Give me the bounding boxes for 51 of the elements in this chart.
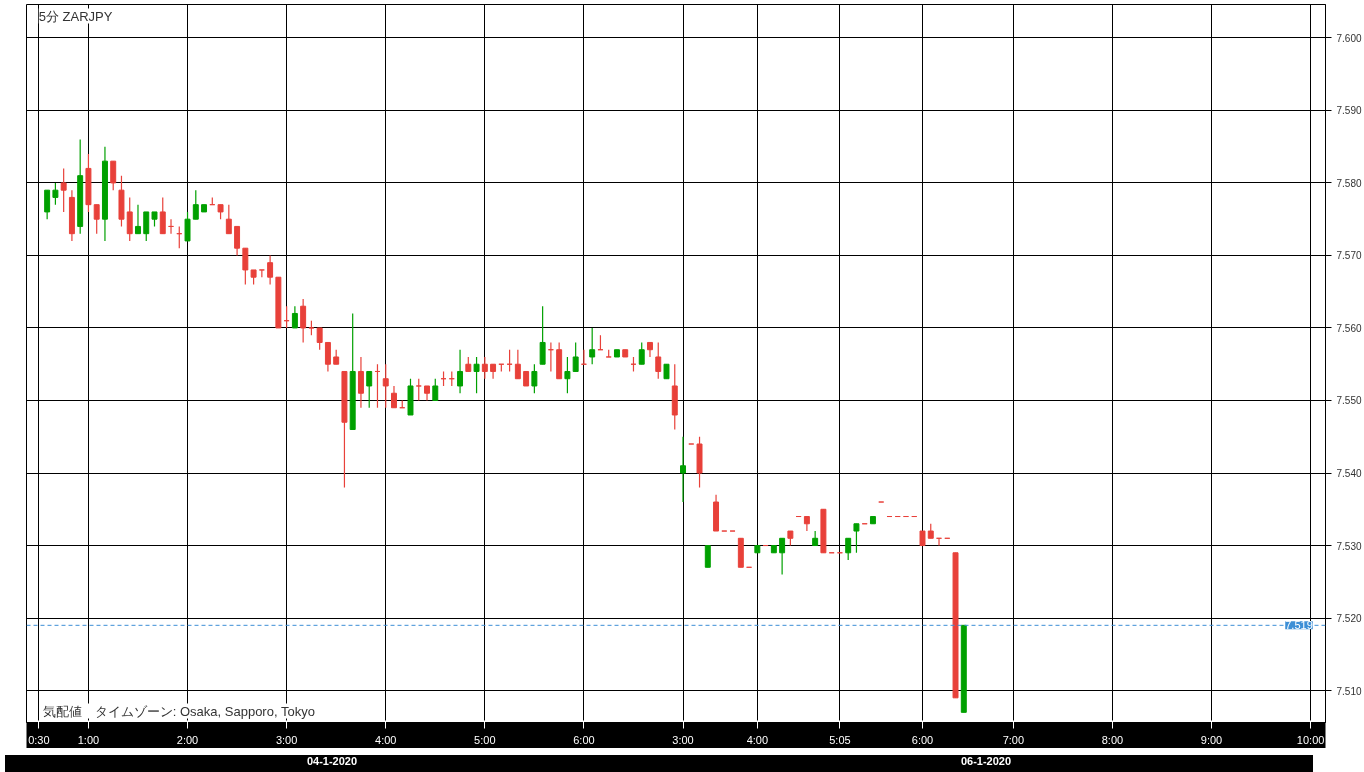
y-tick-label: 7.550 bbox=[1336, 395, 1362, 407]
candlestick bbox=[341, 370, 348, 489]
candlestick bbox=[820, 508, 827, 554]
y-tick-label: 7.600 bbox=[1336, 32, 1362, 44]
text: 06-1-2020 bbox=[959, 755, 1013, 769]
x-tick-label: 6:00 bbox=[911, 733, 934, 746]
x-tick-label: 4:00 bbox=[375, 733, 397, 746]
y-tick-label: 7.590 bbox=[1336, 105, 1362, 117]
x-tick-label: 9:00 bbox=[1200, 733, 1223, 746]
candlestick bbox=[531, 363, 538, 394]
x-tick-label: 5:05 bbox=[829, 733, 851, 746]
text: 04-1-2020 bbox=[305, 755, 359, 769]
x-tick-label: 6:00 bbox=[573, 733, 595, 746]
candlestick bbox=[564, 356, 571, 394]
y-tick-label: 7.560 bbox=[1336, 322, 1362, 334]
candlestick bbox=[60, 167, 67, 213]
x-tick-label: 0:30 bbox=[28, 733, 50, 746]
chart-title: 5分 ZARJPY bbox=[38, 8, 113, 24]
candlestick bbox=[473, 356, 480, 394]
candlestick bbox=[589, 327, 596, 365]
y-tick-label: 7.520 bbox=[1336, 613, 1362, 625]
candlestick bbox=[275, 276, 282, 329]
y-tick-label: 7.510 bbox=[1336, 685, 1362, 697]
x-tick-label: 2:00 bbox=[176, 733, 199, 746]
candlestick bbox=[118, 175, 125, 228]
y-tick-label: 7.570 bbox=[1336, 250, 1362, 262]
x-tick-label: 7:00 bbox=[1002, 733, 1025, 746]
candlestick bbox=[382, 363, 389, 409]
x-tick-label: 3:00 bbox=[672, 733, 694, 746]
y-tick-label: 7.530 bbox=[1336, 540, 1362, 552]
x-tick-label: 1:00 bbox=[77, 733, 100, 746]
x-tick-label: 5:00 bbox=[474, 733, 496, 746]
candlestick bbox=[853, 523, 860, 554]
candlestick bbox=[952, 552, 959, 699]
x-tick-label: 3:00 bbox=[275, 733, 298, 746]
y-tick-label: 7.580 bbox=[1336, 177, 1362, 189]
candlestick bbox=[52, 182, 59, 206]
x-tick-label: 8:00 bbox=[1101, 733, 1124, 746]
x-tick-label: 10:00 bbox=[1296, 733, 1325, 746]
ref-line-label: 7.519 bbox=[1285, 619, 1313, 632]
candlestick bbox=[184, 211, 191, 242]
candlestick bbox=[696, 436, 703, 489]
candlestick bbox=[737, 537, 744, 568]
x-tick-label: 4:00 bbox=[746, 733, 769, 746]
y-tick-label: 7.540 bbox=[1336, 468, 1362, 480]
candlestick bbox=[613, 349, 620, 358]
candlestick bbox=[85, 153, 92, 213]
annotation: 気配値 タイムゾーン: Osaka, Sapporo, Tokyo bbox=[42, 703, 315, 719]
candlestick bbox=[960, 624, 967, 713]
candlestick bbox=[407, 378, 414, 416]
candlestick bbox=[201, 204, 208, 213]
